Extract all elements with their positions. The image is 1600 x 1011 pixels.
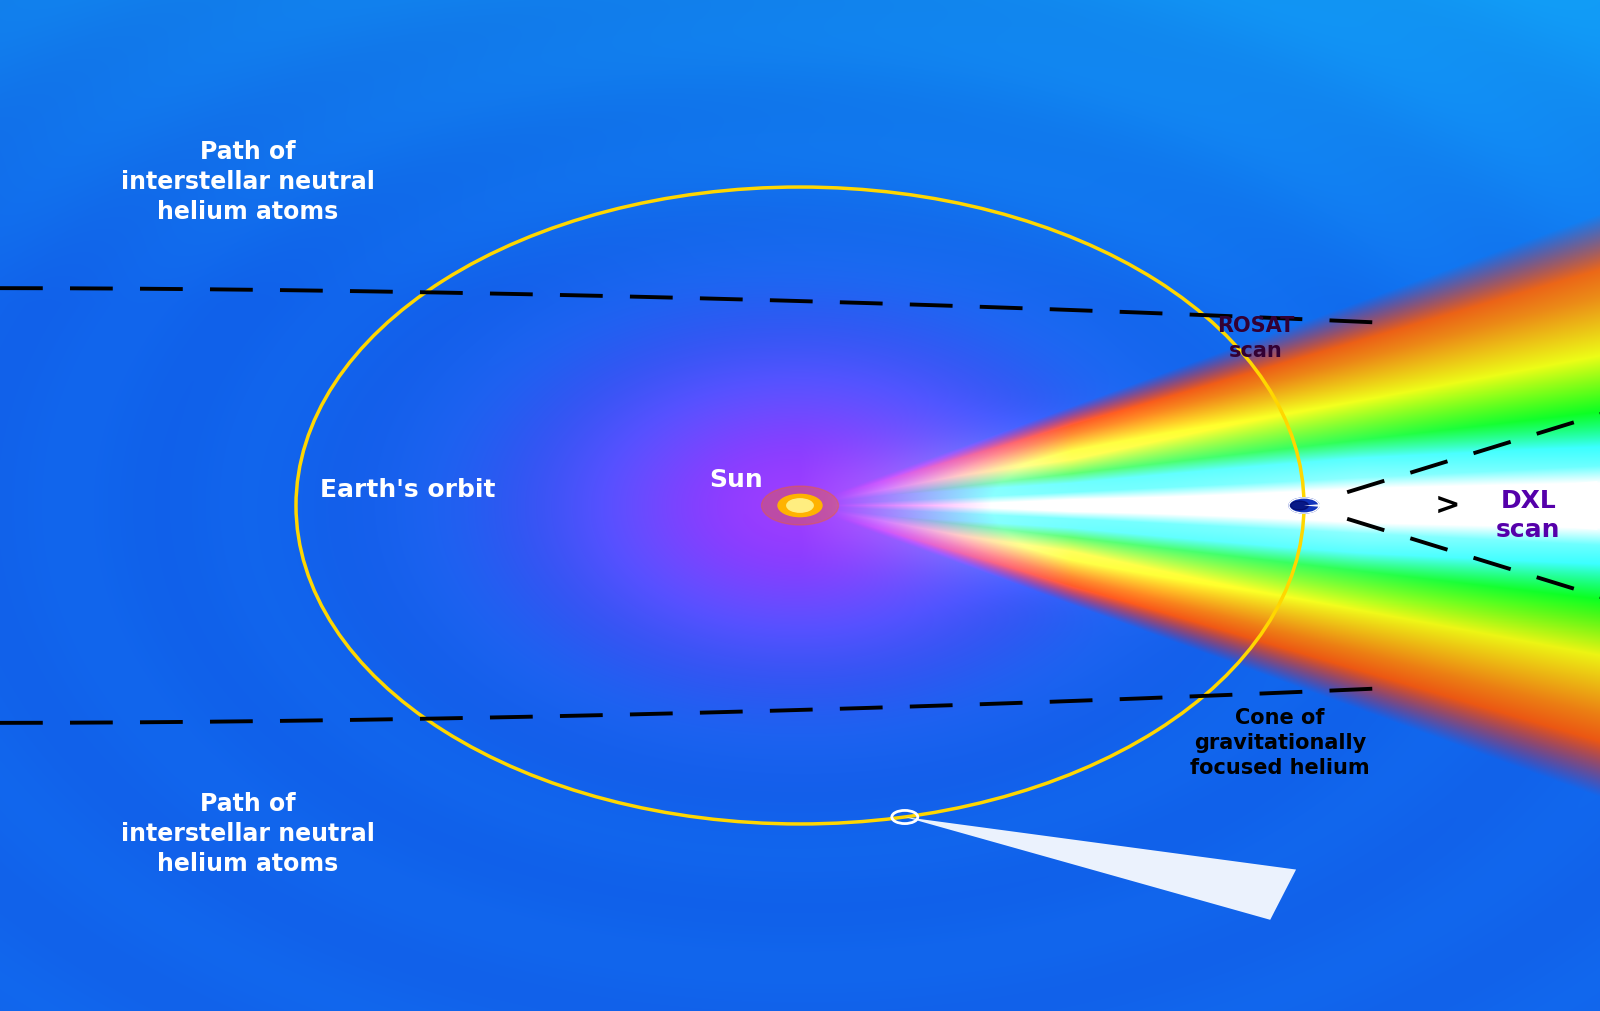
Ellipse shape <box>1291 500 1309 511</box>
Ellipse shape <box>1290 498 1318 514</box>
Text: Path of
interstellar neutral
helium atoms: Path of interstellar neutral helium atom… <box>122 793 374 876</box>
Text: ROSAT
scan: ROSAT scan <box>1218 316 1294 361</box>
Text: Cone of
gravitationally
focused helium: Cone of gravitationally focused helium <box>1190 709 1370 777</box>
Polygon shape <box>1304 481 1597 530</box>
Text: Sun: Sun <box>709 468 763 492</box>
Ellipse shape <box>778 494 822 517</box>
Text: Path of
interstellar neutral
helium atoms: Path of interstellar neutral helium atom… <box>122 141 374 223</box>
Text: >: > <box>1435 491 1461 520</box>
Text: DXL
scan: DXL scan <box>1496 488 1560 543</box>
Ellipse shape <box>787 498 813 513</box>
Text: Earth's orbit: Earth's orbit <box>320 478 496 502</box>
Polygon shape <box>904 817 1296 920</box>
Ellipse shape <box>762 486 838 525</box>
